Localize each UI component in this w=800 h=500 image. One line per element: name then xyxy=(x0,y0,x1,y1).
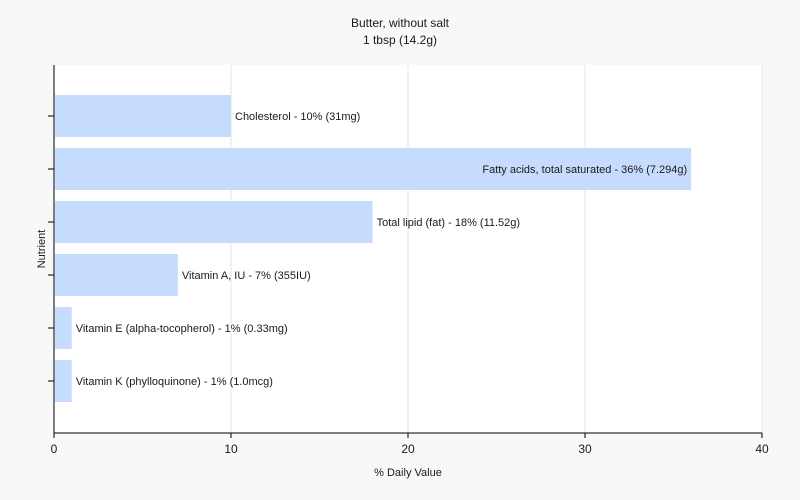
bar-2 xyxy=(55,201,373,243)
bar-label-4: Vitamin E (alpha-tocopherol) - 1% (0.33m… xyxy=(76,323,288,335)
chart-subtitle: 1 tbsp (14.2g) xyxy=(363,33,437,47)
x-tick-label-10: 10 xyxy=(224,442,238,456)
bar-label-0: Cholesterol - 10% (31mg) xyxy=(235,111,360,123)
x-tick-label-0: 0 xyxy=(51,442,58,456)
bars xyxy=(55,95,692,402)
x-tick-label-40: 40 xyxy=(755,442,769,456)
bar-label-5: Vitamin K (phylloquinone) - 1% (1.0mcg) xyxy=(76,376,273,388)
chart-title: Butter, without salt xyxy=(351,16,450,30)
bar-labels: Cholesterol - 10% (31mg) Fatty acids, tot… xyxy=(76,111,688,388)
y-axis-ticks xyxy=(48,115,54,382)
bar-label-1: Fatty acids, total saturated - 36% (7.29… xyxy=(482,164,687,176)
bar-5 xyxy=(55,360,72,402)
bar-0 xyxy=(55,95,231,137)
x-axis-title: % Daily Value xyxy=(374,467,442,479)
bar-label-2: Total lipid (fat) - 18% (11.52g) xyxy=(377,217,520,229)
y-axis-title: Nutrient xyxy=(36,230,48,269)
bar-label-3: Vitamin A, IU - 7% (355IU) xyxy=(182,270,311,282)
x-tick-label-20: 20 xyxy=(401,442,415,456)
bar-4 xyxy=(55,307,72,349)
x-tick-label-30: 30 xyxy=(578,442,592,456)
bar-1 xyxy=(55,148,692,190)
x-axis-ticks: 0 10 20 30 40 xyxy=(51,433,769,456)
bar-3 xyxy=(55,254,178,296)
